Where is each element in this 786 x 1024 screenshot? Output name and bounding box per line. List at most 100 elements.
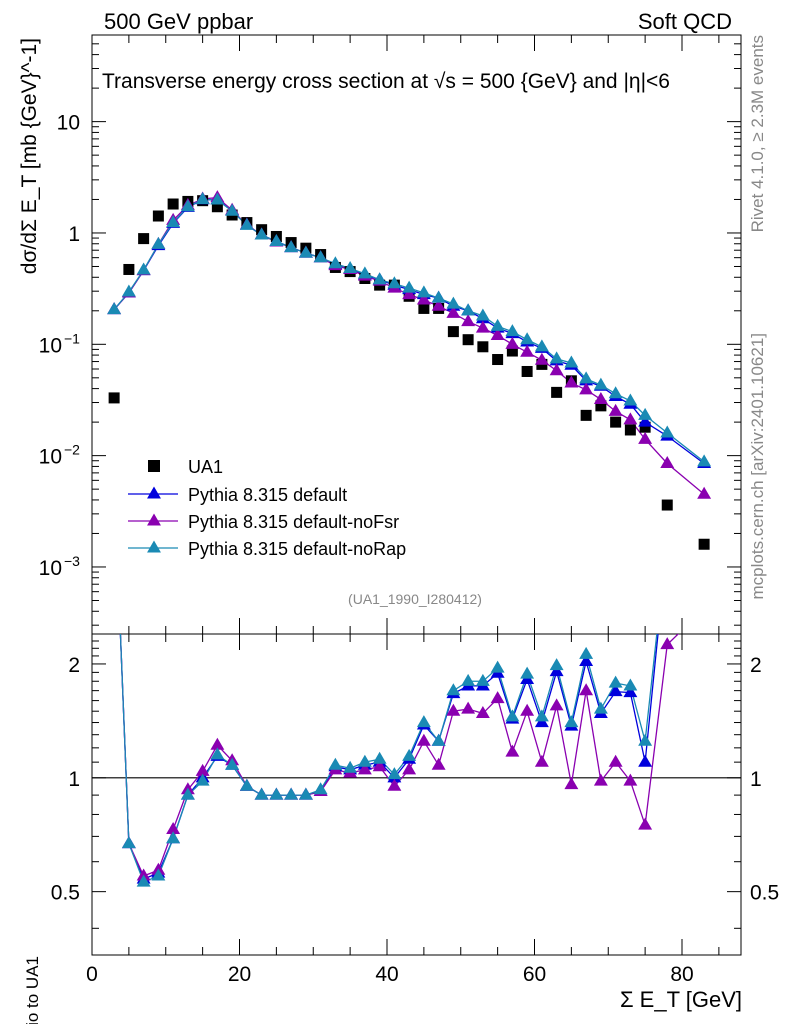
ratio-data-point: [180, 787, 195, 800]
data-point-ua1: [521, 365, 533, 377]
data-point-mc: [579, 382, 594, 395]
data-point-mc: [608, 403, 623, 416]
ratio-data-point: [446, 683, 461, 696]
ratio-data-point: [195, 763, 210, 776]
data-point-mc: [239, 217, 254, 230]
data-point-ua1: [138, 233, 150, 245]
data-point-mc: [431, 290, 446, 303]
ratio-data-point: [402, 748, 417, 761]
data-point-ua1: [167, 198, 179, 210]
data-point-mc: [638, 414, 653, 427]
x-tick-label: 80: [670, 963, 693, 986]
data-point-mc: [490, 328, 505, 341]
legend-marker: [147, 540, 161, 553]
data-point-mc: [298, 245, 313, 258]
legend-marker: [147, 486, 161, 499]
data-point-mc: [461, 303, 476, 316]
ratio-y-axis: 0.5 0.5 1 1 2 2: [51, 633, 779, 929]
data-point-ua1: [661, 499, 673, 511]
legend: UA1 Pythia 8.315 default Pythia 8.315 defa…: [128, 457, 406, 559]
data-point-ua1: [108, 392, 120, 404]
y-tick-label: 10: [39, 557, 62, 580]
ratio-data-point: [372, 759, 387, 772]
data-point-mc: [660, 456, 675, 469]
ratio-data-point: [446, 703, 461, 716]
data-point-mc: [343, 261, 358, 274]
ratio-data-point: [328, 757, 343, 770]
data-point-mc: [284, 240, 299, 253]
data-point-mc: [313, 250, 328, 263]
ratio-panel: [91, 633, 742, 956]
data-point-mc: [564, 355, 579, 368]
data-point-mc: [623, 393, 638, 406]
data-point-mc: [534, 352, 549, 365]
data-point-mc: [534, 339, 549, 352]
data-point-ua1: [492, 354, 504, 366]
legend-label: Pythia 8.315 default: [188, 485, 347, 505]
side-text-mcplots: mcplots.cern.ch [arXiv:2401.10621]: [748, 333, 767, 599]
data-point-mc: [402, 287, 417, 300]
ratio-data-point: [623, 685, 638, 698]
ratio-data-point: [608, 684, 623, 697]
data-point-mc: [579, 371, 594, 384]
data-point-mc: [593, 391, 608, 404]
data-point-mc: [225, 203, 240, 216]
ratio-data-point: [313, 782, 328, 795]
data-point-mc: [269, 233, 284, 246]
legend-label: UA1: [188, 457, 223, 477]
ratio-data-point: [136, 868, 151, 881]
data-point-mc: [372, 272, 387, 285]
ratio-data-point: [549, 658, 564, 671]
y-tick-label: 10: [57, 112, 80, 135]
ratio-data-point: [564, 777, 579, 790]
ratio-data-point: [136, 874, 151, 887]
data-point-mc: [136, 262, 151, 275]
y-tick-label: 1: [68, 223, 80, 246]
ratio-data-point: [343, 760, 358, 773]
data-point-ua1: [462, 334, 474, 346]
ratio-data-point: [416, 733, 431, 746]
legend-marker: [147, 513, 161, 526]
data-point-mc: [660, 425, 675, 438]
ratio-data-point: [638, 733, 653, 746]
data-point-mc: [328, 256, 343, 269]
x-tick-label: 0: [86, 963, 98, 986]
data-point-ua1: [639, 421, 651, 433]
data-point-mc: [166, 215, 181, 228]
y-tick-exponent: −1: [64, 330, 80, 346]
header-left: 500 GeV ppbar: [104, 9, 253, 34]
data-point-mc: [638, 407, 653, 420]
data-point-mc: [475, 308, 490, 321]
data-point-ua1: [580, 409, 592, 421]
header-right: Soft QCD: [638, 9, 732, 34]
ratio-data-point: [284, 787, 299, 800]
ratio-data-point: [461, 673, 476, 686]
ratio-data-point: [549, 698, 564, 711]
side-text-rivet: Rivet 4.1.0, ≥ 2.3M events: [748, 35, 767, 232]
main-plot-data: [107, 190, 712, 550]
data-point-ua1: [211, 201, 223, 213]
x-axis: 0 20 40 60 80: [86, 35, 720, 986]
ratio-data-point: [593, 701, 608, 714]
ratio-tick-label-right: 0.5: [750, 882, 779, 905]
ratio-data-point: [166, 822, 181, 835]
ratio-data-point: [638, 817, 653, 830]
data-point-mc: [416, 292, 431, 305]
data-point-ua1: [418, 302, 430, 314]
x-tick-label: 40: [375, 963, 398, 986]
ratio-tick-label-right: 1: [750, 768, 762, 791]
ratio-data-point: [387, 778, 402, 791]
data-point-mc: [210, 192, 225, 205]
analysis-id: (UA1_1990_I280412): [348, 591, 482, 607]
chart-title: Transverse energy cross section at √s = …: [102, 70, 670, 93]
data-point-mc: [520, 344, 535, 357]
ratio-data-point: [608, 754, 623, 767]
ratio-data-point: [579, 683, 594, 696]
data-point-mc: [623, 412, 638, 425]
ratio-data-point: [623, 773, 638, 786]
data-point-mc: [461, 314, 476, 327]
ratio-tick-label-left: 2: [68, 654, 80, 677]
ratio-data-point: [475, 673, 490, 686]
